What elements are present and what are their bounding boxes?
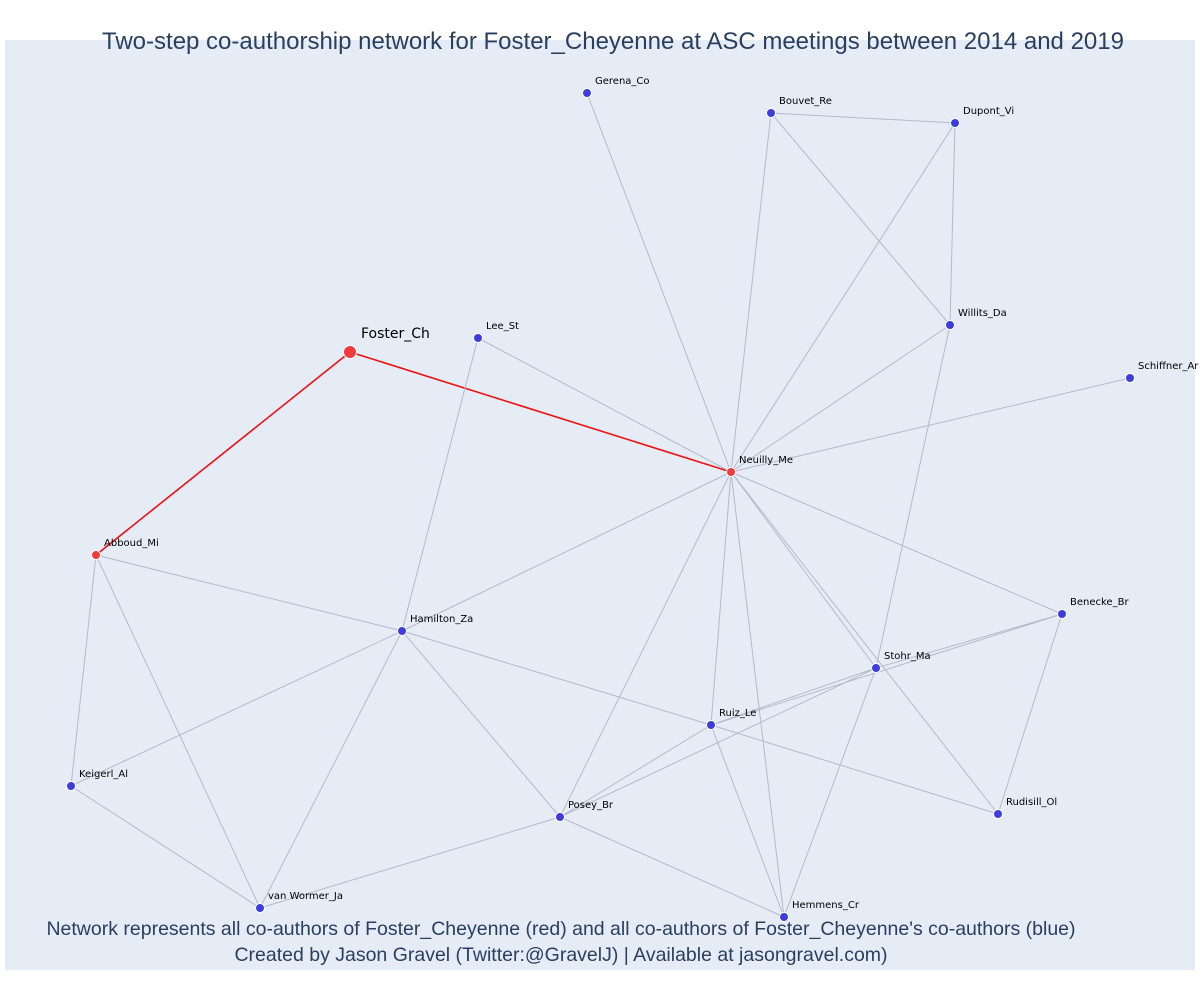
edge-neuilly-me-hemmens-cr: [730, 471, 785, 918]
edge-ruiz-le-benecke-br: [710, 613, 1063, 726]
node-hemmens-cr[interactable]: [779, 912, 789, 922]
node-willits-da[interactable]: [945, 320, 955, 330]
edge-benecke-br-rudisill-ol: [997, 613, 1063, 815]
edge-hamilton-za-van-wormer-ja: [259, 630, 403, 909]
node-label-bouvet-re: Bouvet_Re: [779, 96, 832, 107]
edge-abboud-mi-van-wormer-ja: [95, 554, 261, 909]
node-foster-ch[interactable]: [343, 345, 357, 359]
chart-title: Two-step co-authorship network for Foste…: [102, 28, 1124, 55]
edge-ruiz-le-rudisill-ol: [710, 724, 999, 815]
node-label-dupont-vi: Dupont_Vi: [963, 106, 1014, 117]
node-label-hamilton-za: Hamilton_Za: [410, 614, 473, 625]
node-neuilly-me[interactable]: [726, 467, 736, 477]
node-label-ruiz-le: Ruiz_Le: [719, 708, 756, 719]
edge-hamilton-za-posey-br: [401, 630, 561, 818]
node-label-abboud-mi: Abboud_Mi: [104, 538, 159, 549]
edge-foster-ch-neuilly-me: [349, 351, 732, 473]
nodes-layer: [66, 88, 1135, 922]
node-schiffner-ar[interactable]: [1125, 373, 1135, 383]
node-label-hemmens-cr: Hemmens_Cr: [792, 900, 860, 911]
node-rudisill-ol[interactable]: [993, 809, 1003, 819]
node-dupont-vi[interactable]: [950, 118, 960, 128]
node-keigerl-al[interactable]: [66, 781, 76, 791]
node-label-keigerl-al: Keigerl_Al: [79, 769, 128, 780]
edge-neuilly-me-ruiz-le: [710, 471, 732, 726]
node-abboud-mi[interactable]: [91, 550, 101, 560]
edge-neuilly-me-bouvet-re: [730, 112, 772, 473]
edge-neuilly-me-posey-br: [559, 471, 732, 818]
edge-neuilly-me-rudisill-ol: [730, 471, 999, 815]
edge-neuilly-me-lee-st: [477, 337, 732, 473]
edge-abboud-mi-keigerl-al: [70, 554, 97, 787]
edge-ruiz-le-stohr-ma: [710, 667, 877, 726]
node-benecke-br[interactable]: [1057, 609, 1067, 619]
edge-posey-br-hemmens-cr: [559, 816, 785, 918]
node-label-schiffner-ar: Schiffner_Ar: [1138, 361, 1199, 372]
node-label-willits-da: Willits_Da: [958, 308, 1007, 319]
node-stohr-ma[interactable]: [871, 663, 881, 673]
edge-ruiz-le-hemmens-cr: [710, 724, 785, 918]
node-hamilton-za[interactable]: [397, 626, 407, 636]
edge-neuilly-me-gerena-co: [586, 92, 732, 473]
edge-dupont-vi-willits-da: [949, 122, 956, 326]
caption-line-1: Network represents all co-authors of Fos…: [46, 918, 1076, 940]
edge-stohr-ma-hemmens-cr: [783, 667, 877, 918]
node-label-posey-br: Posey_Br: [568, 800, 614, 811]
edge-neuilly-me-willits-da: [730, 324, 951, 473]
edge-neuilly-me-dupont-vi: [730, 122, 956, 473]
edge-bouvet-re-willits-da: [770, 112, 951, 326]
node-label-stohr-ma: Stohr_Ma: [884, 651, 931, 662]
edge-abboud-mi-hamilton-za: [95, 554, 403, 632]
edge-van-wormer-ja-posey-br: [259, 816, 561, 909]
node-label-gerena-co: Gerena_Co: [595, 76, 650, 87]
edge-lee-st-hamilton-za: [401, 337, 479, 632]
node-label-lee-st: Lee_St: [486, 321, 519, 332]
edge-hamilton-za-ruiz-le: [401, 630, 712, 726]
node-label-foster-ch: Foster_Ch: [361, 326, 430, 342]
edge-hamilton-za-keigerl-al: [70, 630, 403, 787]
edge-foster-ch-abboud-mi: [95, 351, 351, 556]
labels-layer: Foster_Ch Neuilly_Me Abboud_Mi Gerena_Co Bou…: [79, 76, 1199, 911]
node-van-wormer-ja[interactable]: [255, 903, 265, 913]
node-label-neuilly-me: Neuilly_Me: [739, 455, 793, 466]
node-label-van-wormer-ja: van Wormer_Ja: [268, 891, 343, 902]
edge-bouvet-re-dupont-vi: [770, 112, 956, 124]
edge-neuilly-me-benecke-br: [730, 471, 1063, 615]
node-gerena-co[interactable]: [582, 88, 592, 98]
node-ruiz-le[interactable]: [706, 720, 716, 730]
node-lee-st[interactable]: [473, 333, 483, 343]
node-label-benecke-br: Benecke_Br: [1070, 597, 1129, 608]
edge-neuilly-me-stohr-ma: [730, 471, 877, 669]
edges-layer: [70, 92, 1131, 918]
node-bouvet-re[interactable]: [766, 108, 776, 118]
edge-neuilly-me-hamilton-za: [401, 471, 732, 632]
node-posey-br[interactable]: [555, 812, 565, 822]
edge-willits-da-stohr-ma: [875, 324, 951, 669]
edge-posey-br-ruiz-le: [559, 724, 712, 818]
caption-line-2: Created by Jason Gravel (Twitter:@Gravel…: [234, 944, 888, 966]
edge-neuilly-me-schiffner-ar: [730, 377, 1131, 473]
node-label-rudisill-ol: Rudisill_Ol: [1006, 797, 1057, 808]
edge-stohr-ma-benecke-br: [875, 613, 1063, 669]
edge-keigerl-al-van-wormer-ja: [70, 785, 261, 909]
